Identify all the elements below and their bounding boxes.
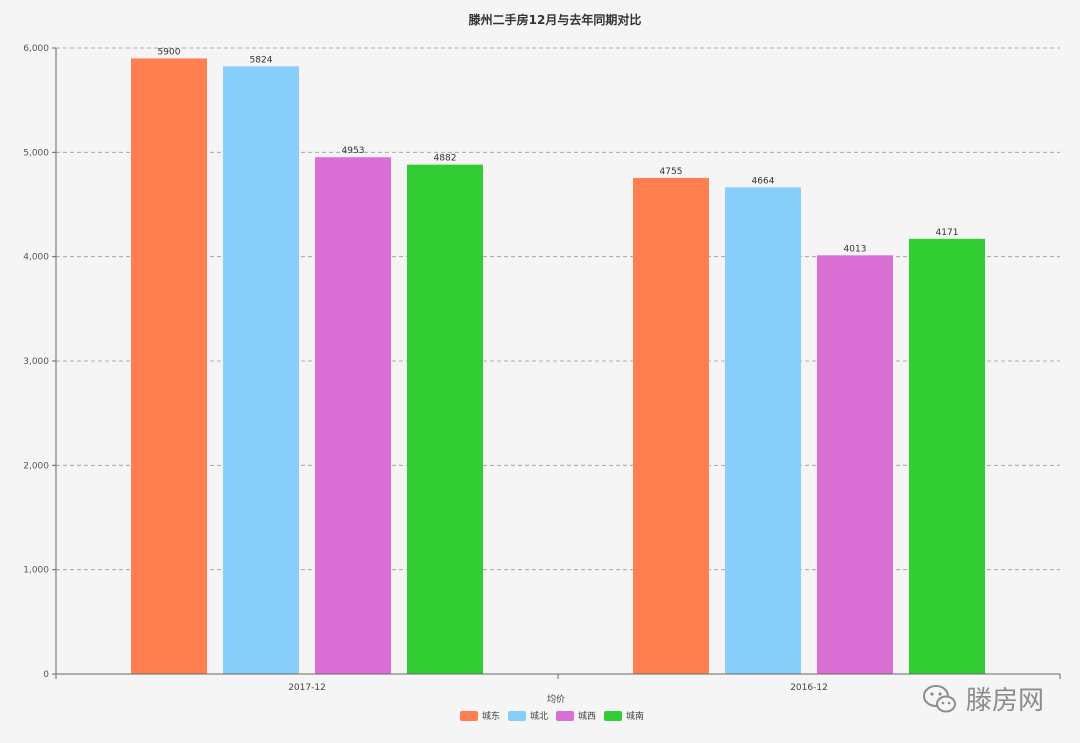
bars-group: 5900 5824 4953 4882 4755 4664 4013 4171 [131,47,985,675]
legend-label: 城东 [482,710,500,722]
bar [131,58,207,674]
y-tick-label: 4,000 [23,253,49,263]
bar [315,157,391,674]
y-tick-label: 6,000 [23,44,49,54]
legend-swatch [460,711,478,721]
legend-title: 均价 [547,693,565,705]
legend-swatch [508,711,526,721]
data-label: 5900 [158,47,181,57]
y-tick-label: 3,000 [23,357,49,367]
data-label: 4755 [660,167,683,177]
data-label: 4013 [844,244,867,254]
bar [407,164,483,675]
legend: 城东 城北 城西 城南 [460,710,644,722]
legend-label: 城南 [626,710,644,722]
y-tick-label: 2,000 [23,461,49,471]
y-tick-label: 5,000 [23,148,49,158]
bar [909,238,985,674]
data-label: 5824 [250,55,273,65]
legend-swatch [556,711,574,721]
watermark-text: 滕房网 [966,686,1045,716]
x-tick-label: 2017-12 [288,683,326,693]
data-label: 4882 [434,154,457,164]
data-label: 4664 [752,176,775,186]
bar [817,255,893,674]
legend-swatch [604,711,622,721]
chart-title: 滕州二手房12月与去年同期对比 [469,12,642,27]
wechat-icon [923,684,956,712]
watermark: 滕房网 [922,680,1044,717]
legend-label: 城北 [530,711,548,722]
y-axis: 0 1,000 2,000 3,000 4,000 5,000 6,000 [23,44,57,680]
bar [633,177,709,674]
legend-label: 城西 [578,711,596,722]
data-label: 4953 [342,146,365,156]
y-tick-label: 1,000 [23,566,49,576]
x-axis: 2017-12 2016-12 [55,673,1061,693]
y-tick-label: 0 [43,670,49,680]
x-tick-label: 2016-12 [790,683,828,693]
bar [223,66,299,674]
bar [725,187,801,674]
data-label: 4171 [936,228,959,238]
